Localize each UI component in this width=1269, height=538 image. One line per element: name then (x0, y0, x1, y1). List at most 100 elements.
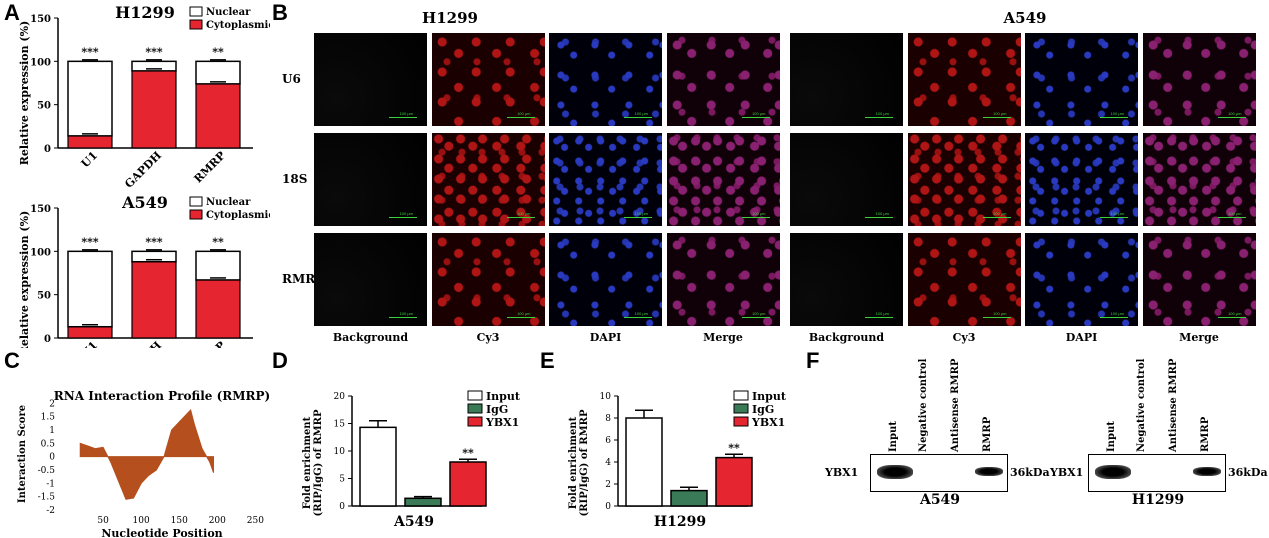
y-tick-label: -1 (46, 479, 55, 489)
significance-label: *** (81, 235, 99, 248)
y-axis-label-line2: (RIP/IgG) of RMRP (313, 409, 324, 516)
scale-bar (624, 116, 652, 118)
scale-bar (624, 316, 652, 318)
y-axis-label-line1: Fold enrichment (568, 416, 579, 509)
y-tick-label: 2 (605, 480, 611, 490)
lane-label-rmrp: RMRP (1200, 416, 1211, 452)
y-tick-label: 0 (44, 144, 51, 155)
scale-bar (865, 316, 893, 318)
y-tick-label: 1.5 (41, 413, 56, 423)
scale-bar (1100, 216, 1128, 218)
panel-e-chart: 0 2 4 6 8 10 Fold enrichment (RIP/IgG) of RMRP H… (568, 390, 787, 530)
lane-label-rmrp: RMRP (982, 416, 993, 452)
micrograph-u6-merge: 100 μm (666, 33, 780, 126)
legend-swatch-cytoplasmic (189, 209, 203, 220)
blot-a549 (870, 454, 1008, 492)
scale-bar (982, 116, 1011, 118)
scale-bar-label: 100 μm (993, 211, 1007, 216)
scale-bar-label: 100 μm (399, 311, 413, 316)
scale-bar-label: 100 μm (875, 311, 889, 316)
scale-bar-label: 100 μm (1228, 211, 1242, 216)
y-tick-label: 50 (37, 291, 51, 302)
scale-bar-label: 100 μm (399, 211, 413, 216)
chart-title: RNA Interaction Profile (RMRP) (54, 389, 270, 403)
legend-swatch-input (733, 390, 749, 401)
significance-label: ** (728, 441, 740, 454)
significance-label: *** (81, 45, 99, 58)
blot-label-h1299: H1299 (1131, 492, 1185, 508)
micrograph-18s-dapi: 100 μm (549, 133, 662, 226)
micrograph-rmrp-cy3: 100 μm (431, 233, 545, 326)
scale-bar-label: 100 μm (1228, 311, 1242, 316)
scale-bar (741, 216, 770, 218)
y-tick-label: 4 (605, 458, 611, 468)
x-axis-label: A549 (393, 514, 434, 530)
bar-cytoplasmic (67, 135, 113, 149)
scale-bar-label: 100 μm (875, 211, 889, 216)
scale-bar (624, 216, 652, 218)
legend-swatch-cytoplasmic (189, 19, 203, 30)
x-axis-label: H1299 (654, 514, 706, 530)
y-tick-label: 5 (339, 475, 345, 485)
chart-title: A549 (121, 193, 168, 212)
protein-label: YBX1 (1050, 466, 1084, 479)
significance-label: ** (462, 446, 474, 459)
legend-swatch-nuclear (189, 6, 203, 17)
column-label-merge: Merge (1179, 331, 1219, 344)
significance-label: ** (212, 235, 224, 248)
scale-bar (741, 116, 770, 118)
bar-nuclear (67, 60, 113, 137)
y-axis-label-line1: Fold enrichment (302, 416, 313, 509)
bar-cytoplasmic (131, 261, 177, 339)
y-tick-label: 2 (49, 399, 55, 409)
micrograph-rmrp-dapi: 100 μm (1025, 233, 1138, 326)
bar-cytoplasmic (195, 279, 241, 339)
bar-nuclear (67, 250, 113, 328)
bar-ybx1 (715, 456, 753, 507)
scale-bar (506, 316, 535, 318)
bar-nuclear (131, 60, 177, 72)
band-input (1095, 465, 1131, 479)
row-label-rmrp: RMRP (282, 271, 325, 286)
bar-cytoplasmic (131, 70, 177, 149)
legend-label-ybx1: YBX1 (485, 416, 519, 429)
scale-bar (1217, 216, 1246, 218)
scale-bar-label: 100 μm (517, 111, 531, 116)
row-label-18s: 18S (282, 171, 308, 186)
y-tick-label: 8 (605, 414, 611, 424)
scale-bar (1217, 316, 1246, 318)
panel-label-f: F (806, 348, 820, 373)
x-tick-label: 250 (247, 516, 264, 526)
panel-label-b: B (272, 0, 288, 25)
column-label-background: Background (808, 331, 885, 344)
group-title-h1299: H1299 (422, 9, 478, 27)
scale-bar (982, 316, 1011, 318)
legend-label-ybx1: YBX1 (751, 416, 785, 429)
interaction-area (79, 409, 214, 500)
legend-swatch-nuclear (189, 196, 203, 207)
y-tick-label: 100 (30, 57, 51, 68)
micrograph-rmrp-cy3: 100 μm (907, 233, 1021, 326)
size-label: 36kDa (1228, 466, 1268, 479)
y-tick-label: 100 (30, 247, 51, 258)
scale-bar (865, 216, 893, 218)
significance-label: ** (212, 45, 224, 58)
scale-bar (982, 216, 1011, 218)
scale-bar (1100, 316, 1128, 318)
panel-d-chart: 0 5 10 15 20 Fold enrichment (RIP/IgG) of RMRP… (302, 390, 521, 530)
lane-label-antisense-rmrp: Antisense RMRP (950, 358, 961, 452)
significance-label: *** (145, 235, 163, 248)
y-axis-label: Relative expression (%) (18, 211, 31, 348)
legend-label-nuclear: Nuclear (206, 197, 251, 208)
micrograph-rmrp-background: 100 μm (790, 233, 903, 326)
bar-igg (670, 489, 708, 507)
scale-bar-label: 100 μm (1110, 111, 1124, 116)
band-rmrp (975, 467, 1003, 476)
bar-cytoplasmic (195, 83, 241, 149)
legend-swatch-igg (467, 403, 483, 414)
lane-label-input: Input (1106, 421, 1117, 452)
y-axis-label-line2: (RIP/IgG) of RMRP (579, 409, 590, 516)
y-tick-label: -0.5 (38, 466, 56, 476)
